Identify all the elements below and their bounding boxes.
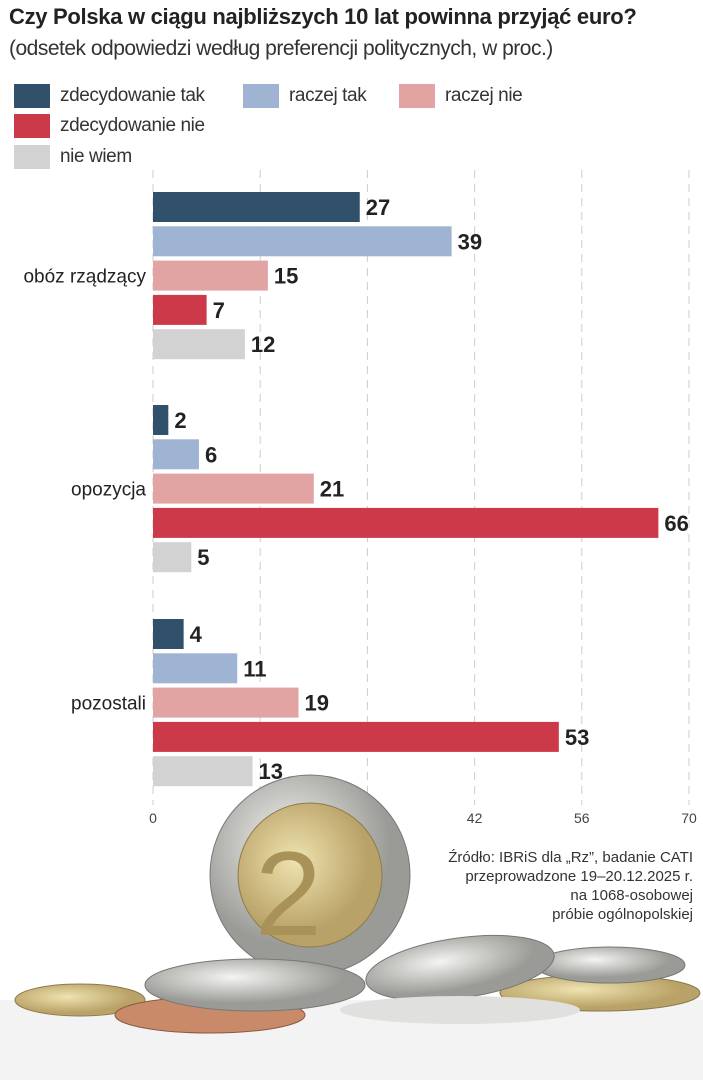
x-tick-label: 42 (467, 810, 483, 826)
bar (153, 226, 452, 257)
x-tick-label: 70 (681, 810, 697, 826)
bar (153, 329, 245, 360)
legend-item: raczej tak (243, 84, 367, 108)
svg-text:2: 2 (255, 827, 322, 961)
data-label: 11 (243, 656, 266, 681)
legend-swatch (14, 114, 50, 138)
data-label: 12 (251, 332, 275, 357)
bar (153, 192, 360, 222)
data-label: 39 (458, 229, 482, 254)
source-line: Źródło: IBRiS dla „Rz”, badanie CATI (448, 849, 693, 866)
bar (153, 687, 299, 718)
legend-item: raczej nie (399, 84, 523, 108)
data-label: 6 (205, 442, 217, 467)
category-label: obóz rządzący (23, 267, 146, 288)
category-label: opozycja (71, 480, 146, 501)
bar (153, 653, 238, 684)
legend-label: raczej tak (289, 85, 367, 106)
legend-swatch (243, 84, 279, 108)
data-label: 7 (213, 298, 225, 323)
legend-item: zdecydowanie tak (14, 84, 205, 108)
legend-label: nie wiem (60, 146, 132, 167)
data-label: 5 (197, 545, 209, 570)
source-line: próbie ogólnopolskiej (552, 906, 693, 923)
data-label: 4 (190, 622, 203, 647)
source-note: Źródło: IBRiS dla „Rz”, badanie CATI prz… (448, 848, 693, 924)
data-label: 15 (274, 264, 298, 289)
bar (153, 507, 659, 538)
data-label: 2 (174, 408, 186, 433)
category-label: pozostali (71, 694, 146, 715)
legend-label: raczej nie (445, 85, 523, 106)
chart-title: Czy Polska w ciągu najbliższych 10 lat p… (9, 4, 637, 29)
legend-label: zdecydowanie nie (60, 115, 205, 136)
bar (153, 294, 207, 325)
bar (153, 439, 199, 470)
bar (153, 260, 268, 291)
bar (153, 619, 184, 649)
bar (153, 473, 314, 504)
data-label: 53 (565, 725, 589, 750)
data-label: 19 (304, 691, 328, 716)
legend-swatch (14, 84, 50, 108)
legend-label: zdecydowanie tak (60, 85, 205, 106)
legend-swatch (14, 145, 50, 169)
data-label: 21 (320, 477, 344, 502)
legend-item: zdecydowanie nie (14, 114, 205, 138)
bar (153, 756, 253, 787)
bar (153, 405, 169, 435)
source-line: na 1068-osobowej (570, 887, 693, 904)
data-label: 66 (664, 511, 688, 536)
chart-subtitle: (odsetek odpowiedzi według preferencji p… (9, 37, 553, 60)
x-tick-label: 56 (574, 810, 590, 826)
legend-swatch (399, 84, 435, 108)
bar (153, 542, 192, 573)
legend-item: nie wiem (14, 145, 132, 169)
source-line: przeprowadzone 19–20.12.2025 r. (465, 868, 693, 885)
x-tick-label: 0 (149, 810, 157, 826)
data-label: 27 (366, 195, 390, 220)
bar (153, 721, 559, 752)
